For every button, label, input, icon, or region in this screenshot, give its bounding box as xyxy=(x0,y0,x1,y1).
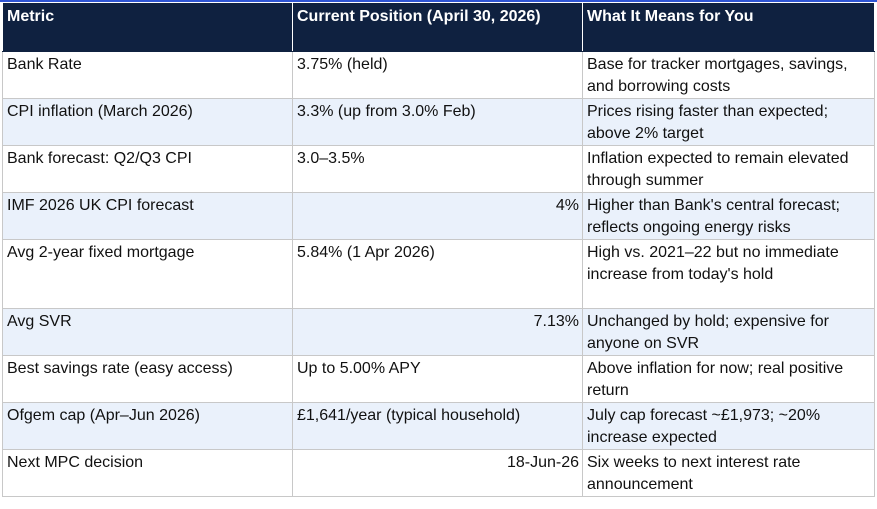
cell-position[interactable]: 3.3% (up from 3.0% Feb) xyxy=(292,98,583,146)
cell-meaning[interactable]: Prices rising faster than expected; abov… xyxy=(582,98,875,146)
cell-meaning[interactable]: Above inflation for now; real positive r… xyxy=(582,355,875,403)
cell-metric[interactable]: Best savings rate (easy access) xyxy=(2,355,293,403)
summary-table: Metric Current Position (April 30, 2026)… xyxy=(2,2,875,497)
header-what-it-means[interactable]: What It Means for You xyxy=(582,2,875,52)
table-row: Avg 2-year fixed mortgage 5.84% (1 Apr 2… xyxy=(2,239,875,309)
table-row: Next MPC decision 18-Jun-26 Six weeks to… xyxy=(2,449,875,497)
cell-meaning[interactable]: July cap forecast ~£1,973; ~20% increase… xyxy=(582,402,875,450)
cell-position[interactable]: 4% xyxy=(292,192,583,240)
cell-meaning[interactable]: Six weeks to next interest rate announce… xyxy=(582,449,875,497)
cell-position[interactable]: £1,641/year (typical household) xyxy=(292,402,583,450)
cell-meaning[interactable]: Higher than Bank's central forecast; ref… xyxy=(582,192,875,240)
cell-position[interactable]: 5.84% (1 Apr 2026) xyxy=(292,239,583,309)
cell-meaning[interactable]: Unchanged by hold; expensive for anyone … xyxy=(582,308,875,356)
cell-meaning[interactable]: High vs. 2021–22 but no immediate increa… xyxy=(582,239,875,309)
table-row: Avg SVR 7.13% Unchanged by hold; expensi… xyxy=(2,308,875,356)
header-current-position[interactable]: Current Position (April 30, 2026) xyxy=(292,2,583,52)
cell-metric[interactable]: Avg SVR xyxy=(2,308,293,356)
header-row: Metric Current Position (April 30, 2026)… xyxy=(2,2,875,52)
table-row: IMF 2026 UK CPI forecast 4% Higher than … xyxy=(2,192,875,240)
header-metric[interactable]: Metric xyxy=(2,2,293,52)
cell-metric[interactable]: CPI inflation (March 2026) xyxy=(2,98,293,146)
cell-position[interactable]: 18-Jun-26 xyxy=(292,449,583,497)
cell-position[interactable]: 3.0–3.5% xyxy=(292,145,583,193)
selection-accent-line xyxy=(0,0,877,2)
cell-position[interactable]: 3.75% (held) xyxy=(292,51,583,99)
cell-metric[interactable]: Bank forecast: Q2/Q3 CPI xyxy=(2,145,293,193)
cell-metric[interactable]: Bank Rate xyxy=(2,51,293,99)
table-row: Ofgem cap (Apr–Jun 2026) £1,641/year (ty… xyxy=(2,402,875,450)
cell-position[interactable]: 7.13% xyxy=(292,308,583,356)
table-row: Bank forecast: Q2/Q3 CPI 3.0–3.5% Inflat… xyxy=(2,145,875,193)
cell-metric[interactable]: Ofgem cap (Apr–Jun 2026) xyxy=(2,402,293,450)
cell-metric[interactable]: Next MPC decision xyxy=(2,449,293,497)
table-row: Best savings rate (easy access) Up to 5.… xyxy=(2,355,875,403)
cell-position[interactable]: Up to 5.00% APY xyxy=(292,355,583,403)
cell-meaning[interactable]: Base for tracker mortgages, savings, and… xyxy=(582,51,875,99)
table-row: CPI inflation (March 2026) 3.3% (up from… xyxy=(2,98,875,146)
cell-metric[interactable]: IMF 2026 UK CPI forecast xyxy=(2,192,293,240)
table-row: Bank Rate 3.75% (held) Base for tracker … xyxy=(2,51,875,99)
cell-meaning[interactable]: Inflation expected to remain elevated th… xyxy=(582,145,875,193)
cell-metric[interactable]: Avg 2-year fixed mortgage xyxy=(2,239,293,309)
